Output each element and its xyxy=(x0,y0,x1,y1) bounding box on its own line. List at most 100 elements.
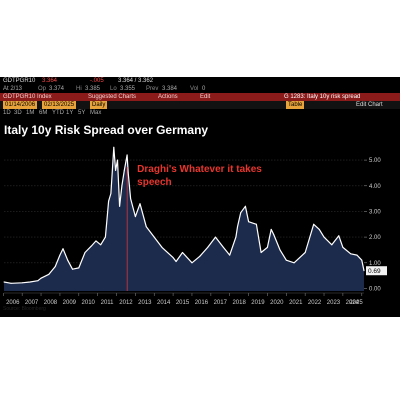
range-5y[interactable]: 5Y xyxy=(78,110,86,116)
prev-value: 3.384 xyxy=(162,86,178,92)
range-max[interactable]: Max xyxy=(90,110,102,116)
y-tick-label: 1.00 xyxy=(369,261,381,267)
x-tick-label: 2008 xyxy=(44,300,58,306)
last-price: 3.364 xyxy=(42,78,58,84)
data-point xyxy=(10,282,12,284)
data-point xyxy=(115,169,117,171)
terminal-window: GDTPGR10 3.364 -.005 3.364 / 3.362 At 2/… xyxy=(0,77,400,317)
data-point xyxy=(215,236,216,238)
stat-date: At 2/13 xyxy=(3,86,23,92)
volume-label: Vol xyxy=(190,86,199,92)
suggested-charts-menu[interactable]: Suggested Charts xyxy=(88,94,137,100)
period-select[interactable]: Daily xyxy=(90,101,108,109)
data-point xyxy=(199,255,201,257)
data-point xyxy=(127,172,129,174)
data-point xyxy=(191,262,193,264)
x-tick-label: 2007 xyxy=(25,300,39,306)
data-point xyxy=(126,154,128,156)
data-point xyxy=(123,169,125,171)
range-1m[interactable]: 1M xyxy=(26,110,35,116)
edit-menu[interactable]: Edit xyxy=(200,94,211,100)
x-tick-label: 2009 xyxy=(63,300,77,306)
x-tick-label: 2019 xyxy=(251,300,265,306)
data-point xyxy=(72,268,73,270)
table-button[interactable]: Table xyxy=(286,101,305,109)
data-point xyxy=(248,221,250,223)
open-value: 3.374 xyxy=(49,86,65,92)
x-tick-label: 2022 xyxy=(308,300,322,306)
x-tick-label: 2017 xyxy=(214,300,228,306)
last-value-box xyxy=(366,266,387,276)
stats-row: At 2/13 Op 3.374 Hi 3.385 Lo 3.355 Prev … xyxy=(0,85,400,93)
range-1y[interactable]: 1Y xyxy=(66,110,74,116)
data-point xyxy=(48,273,50,275)
data-point xyxy=(95,240,97,242)
data-point xyxy=(90,245,92,247)
data-point xyxy=(356,254,358,256)
event-label-line2: speech xyxy=(137,177,171,188)
data-point xyxy=(304,252,306,253)
chart-title: Italy 10y Risk Spread over Germany xyxy=(4,123,209,137)
data-point xyxy=(130,198,132,200)
data-point xyxy=(235,236,237,238)
x-tick-label: 2016 xyxy=(195,300,209,306)
bid-ask: 3.364 / 3.362 xyxy=(118,78,154,84)
high-value: 3.385 xyxy=(85,86,101,92)
x-tick-label: 2025 xyxy=(349,300,363,306)
data-point xyxy=(285,259,287,261)
range-1d[interactable]: 1D xyxy=(3,110,11,116)
data-point xyxy=(350,253,352,255)
low-value: 3.355 xyxy=(120,86,136,92)
y-tick-label: 5.00 xyxy=(369,158,381,164)
range-6m[interactable]: 6M xyxy=(39,110,48,116)
start-date-field[interactable]: 01/14/2006 xyxy=(3,101,38,109)
prev-label: Prev xyxy=(146,86,159,92)
high-label: Hi xyxy=(76,86,82,92)
y-tick-label: 0.00 xyxy=(369,286,381,292)
x-tick-label: 2010 xyxy=(82,300,96,306)
open-label: Op xyxy=(38,86,47,92)
y-tick-label: 2.00 xyxy=(369,235,381,241)
x-tick-label: 2024 xyxy=(346,300,360,306)
data-point xyxy=(207,246,209,248)
data-point xyxy=(161,246,163,248)
data-point xyxy=(110,193,112,194)
page-reference: G 1283: Italy 10y risk spread xyxy=(284,94,361,100)
data-point xyxy=(67,259,69,261)
data-point xyxy=(113,146,115,148)
data-point xyxy=(279,249,281,251)
edit-chart-button[interactable]: Edit Chart xyxy=(356,102,383,108)
data-point xyxy=(240,212,242,214)
actions-menu[interactable]: Actions xyxy=(158,94,178,100)
data-point xyxy=(29,281,31,283)
data-point xyxy=(182,252,183,253)
data-point xyxy=(134,216,136,218)
security-name[interactable]: GDTPGR10 Index xyxy=(3,94,52,100)
data-point xyxy=(293,262,295,264)
data-point xyxy=(222,246,224,248)
data-point xyxy=(313,223,315,225)
data-point xyxy=(145,226,147,228)
data-point xyxy=(255,223,257,225)
data-point xyxy=(54,266,56,268)
x-tick-label: 2021 xyxy=(289,300,303,306)
data-point xyxy=(59,254,61,256)
end-date-field[interactable]: 02/13/2025 xyxy=(42,101,77,109)
data-point xyxy=(153,236,155,238)
data-point xyxy=(121,185,123,187)
data-point xyxy=(323,236,325,238)
x-tick-label: 2020 xyxy=(270,300,284,306)
data-point xyxy=(119,205,121,207)
y-tick-label: 4.00 xyxy=(369,184,381,190)
data-point xyxy=(37,280,39,282)
data-point xyxy=(361,259,363,261)
x-tick-label: 2006 xyxy=(6,300,20,306)
spread-area xyxy=(4,147,364,291)
data-point xyxy=(273,234,275,235)
range-3d[interactable]: 3D xyxy=(14,110,22,116)
price-change: -.005 xyxy=(90,78,104,84)
data-point xyxy=(244,205,246,207)
data-point xyxy=(363,270,365,272)
low-label: Lo xyxy=(110,86,117,92)
range-ytd[interactable]: YTD xyxy=(52,110,64,116)
